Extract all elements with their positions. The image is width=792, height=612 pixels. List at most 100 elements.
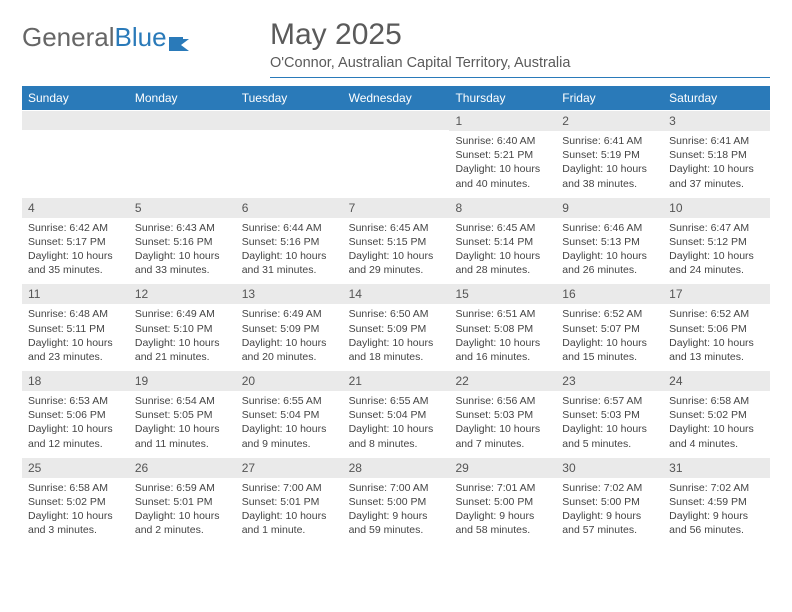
day-details: Sunrise: 6:52 AMSunset: 5:07 PMDaylight:… bbox=[556, 304, 663, 370]
sunrise-text: Sunrise: 6:41 AM bbox=[562, 134, 657, 148]
day-cell: 14Sunrise: 6:50 AMSunset: 5:09 PMDayligh… bbox=[343, 283, 450, 370]
sunset-text: Sunset: 5:06 PM bbox=[28, 408, 123, 422]
day-details: Sunrise: 6:51 AMSunset: 5:08 PMDaylight:… bbox=[449, 304, 556, 370]
sunrise-text: Sunrise: 6:45 AM bbox=[455, 221, 550, 235]
day-cell bbox=[129, 110, 236, 197]
sunset-text: Sunset: 5:00 PM bbox=[562, 495, 657, 509]
day-details: Sunrise: 6:46 AMSunset: 5:13 PMDaylight:… bbox=[556, 218, 663, 284]
day-header: Saturday bbox=[663, 86, 770, 110]
day-number: 20 bbox=[236, 370, 343, 391]
day-details: Sunrise: 6:48 AMSunset: 5:11 PMDaylight:… bbox=[22, 304, 129, 370]
day-number: 22 bbox=[449, 370, 556, 391]
daylight-text: Daylight: 10 hours and 12 minutes. bbox=[28, 422, 123, 450]
daylight-text: Daylight: 10 hours and 29 minutes. bbox=[349, 249, 444, 277]
daylight-text: Daylight: 10 hours and 23 minutes. bbox=[28, 336, 123, 364]
sunrise-text: Sunrise: 6:45 AM bbox=[349, 221, 444, 235]
day-cell: 8 Sunrise: 6:45 AMSunset: 5:14 PMDaylight… bbox=[449, 197, 556, 284]
sunrise-text: Sunrise: 6:49 AM bbox=[242, 307, 337, 321]
day-cell: 29Sunrise: 7:01 AMSunset: 5:00 PMDayligh… bbox=[449, 457, 556, 544]
sunset-text: Sunset: 5:18 PM bbox=[669, 148, 764, 162]
day-number: 8 bbox=[449, 197, 556, 218]
day-number: 13 bbox=[236, 283, 343, 304]
sunset-text: Sunset: 5:01 PM bbox=[135, 495, 230, 509]
sunset-text: Sunset: 5:03 PM bbox=[455, 408, 550, 422]
day-cell: 30Sunrise: 7:02 AMSunset: 5:00 PMDayligh… bbox=[556, 457, 663, 544]
sunset-text: Sunset: 5:09 PM bbox=[349, 322, 444, 336]
day-cell: 18Sunrise: 6:53 AMSunset: 5:06 PMDayligh… bbox=[22, 370, 129, 457]
sunset-text: Sunset: 5:14 PM bbox=[455, 235, 550, 249]
daylight-text: Daylight: 10 hours and 33 minutes. bbox=[135, 249, 230, 277]
logo-text-gray: General bbox=[22, 22, 115, 53]
day-cell: 22Sunrise: 6:56 AMSunset: 5:03 PMDayligh… bbox=[449, 370, 556, 457]
day-header: Sunday bbox=[22, 86, 129, 110]
sunset-text: Sunset: 5:08 PM bbox=[455, 322, 550, 336]
daylight-text: Daylight: 9 hours and 57 minutes. bbox=[562, 509, 657, 537]
day-details: Sunrise: 6:47 AMSunset: 5:12 PMDaylight:… bbox=[663, 218, 770, 284]
week-row: 18Sunrise: 6:53 AMSunset: 5:06 PMDayligh… bbox=[22, 370, 770, 457]
sunrise-text: Sunrise: 6:41 AM bbox=[669, 134, 764, 148]
day-header: Tuesday bbox=[236, 86, 343, 110]
daylight-text: Daylight: 10 hours and 40 minutes. bbox=[455, 162, 550, 190]
daylight-text: Daylight: 10 hours and 15 minutes. bbox=[562, 336, 657, 364]
day-number bbox=[129, 110, 236, 130]
day-number: 19 bbox=[129, 370, 236, 391]
sunset-text: Sunset: 5:01 PM bbox=[242, 495, 337, 509]
sunrise-text: Sunrise: 6:46 AM bbox=[562, 221, 657, 235]
sunrise-text: Sunrise: 6:56 AM bbox=[455, 394, 550, 408]
day-cell: 3Sunrise: 6:41 AMSunset: 5:18 PMDaylight… bbox=[663, 110, 770, 197]
week-row: 25Sunrise: 6:58 AMSunset: 5:02 PMDayligh… bbox=[22, 457, 770, 544]
daylight-text: Daylight: 10 hours and 4 minutes. bbox=[669, 422, 764, 450]
day-number: 15 bbox=[449, 283, 556, 304]
daylight-text: Daylight: 10 hours and 8 minutes. bbox=[349, 422, 444, 450]
title-block: May 2025 O'Connor, Australian Capital Te… bbox=[270, 18, 770, 78]
day-cell: 16Sunrise: 6:52 AMSunset: 5:07 PMDayligh… bbox=[556, 283, 663, 370]
day-cell: 21Sunrise: 6:55 AMSunset: 5:04 PMDayligh… bbox=[343, 370, 450, 457]
daylight-text: Daylight: 10 hours and 31 minutes. bbox=[242, 249, 337, 277]
day-cell: 12Sunrise: 6:49 AMSunset: 5:10 PMDayligh… bbox=[129, 283, 236, 370]
month-title: May 2025 bbox=[270, 18, 770, 52]
daylight-text: Daylight: 10 hours and 1 minute. bbox=[242, 509, 337, 537]
day-number: 31 bbox=[663, 457, 770, 478]
sunset-text: Sunset: 5:16 PM bbox=[242, 235, 337, 249]
day-cell: 5Sunrise: 6:43 AMSunset: 5:16 PMDaylight… bbox=[129, 197, 236, 284]
day-cell: 19Sunrise: 6:54 AMSunset: 5:05 PMDayligh… bbox=[129, 370, 236, 457]
day-details: Sunrise: 6:56 AMSunset: 5:03 PMDaylight:… bbox=[449, 391, 556, 457]
day-cell: 26Sunrise: 6:59 AMSunset: 5:01 PMDayligh… bbox=[129, 457, 236, 544]
day-number: 29 bbox=[449, 457, 556, 478]
sunrise-text: Sunrise: 7:01 AM bbox=[455, 481, 550, 495]
daylight-text: Daylight: 10 hours and 28 minutes. bbox=[455, 249, 550, 277]
day-number: 18 bbox=[22, 370, 129, 391]
sunrise-text: Sunrise: 6:43 AM bbox=[135, 221, 230, 235]
day-number bbox=[343, 110, 450, 130]
sunrise-text: Sunrise: 7:02 AM bbox=[669, 481, 764, 495]
day-number: 5 bbox=[129, 197, 236, 218]
sunset-text: Sunset: 5:19 PM bbox=[562, 148, 657, 162]
day-cell: 10Sunrise: 6:47 AMSunset: 5:12 PMDayligh… bbox=[663, 197, 770, 284]
day-cell: 28Sunrise: 7:00 AMSunset: 5:00 PMDayligh… bbox=[343, 457, 450, 544]
day-details: Sunrise: 6:45 AMSunset: 5:15 PMDaylight:… bbox=[343, 218, 450, 284]
day-cell: 2Sunrise: 6:41 AMSunset: 5:19 PMDaylight… bbox=[556, 110, 663, 197]
daylight-text: Daylight: 10 hours and 5 minutes. bbox=[562, 422, 657, 450]
day-header: Wednesday bbox=[343, 86, 450, 110]
week-row: 4Sunrise: 6:42 AMSunset: 5:17 PMDaylight… bbox=[22, 197, 770, 284]
sunrise-text: Sunrise: 6:47 AM bbox=[669, 221, 764, 235]
week-row: 11Sunrise: 6:48 AMSunset: 5:11 PMDayligh… bbox=[22, 283, 770, 370]
day-number: 24 bbox=[663, 370, 770, 391]
daylight-text: Daylight: 10 hours and 35 minutes. bbox=[28, 249, 123, 277]
sunset-text: Sunset: 5:02 PM bbox=[28, 495, 123, 509]
daylight-text: Daylight: 9 hours and 58 minutes. bbox=[455, 509, 550, 537]
sunset-text: Sunset: 5:06 PM bbox=[669, 322, 764, 336]
day-details: Sunrise: 6:52 AMSunset: 5:06 PMDaylight:… bbox=[663, 304, 770, 370]
day-header-row: Sunday Monday Tuesday Wednesday Thursday… bbox=[22, 86, 770, 110]
day-details: Sunrise: 7:00 AMSunset: 5:01 PMDaylight:… bbox=[236, 478, 343, 544]
day-number: 28 bbox=[343, 457, 450, 478]
day-details: Sunrise: 7:00 AMSunset: 5:00 PMDaylight:… bbox=[343, 478, 450, 544]
day-details: Sunrise: 6:55 AMSunset: 5:04 PMDaylight:… bbox=[236, 391, 343, 457]
day-cell: 11Sunrise: 6:48 AMSunset: 5:11 PMDayligh… bbox=[22, 283, 129, 370]
sunset-text: Sunset: 5:15 PM bbox=[349, 235, 444, 249]
day-number: 14 bbox=[343, 283, 450, 304]
daylight-text: Daylight: 10 hours and 16 minutes. bbox=[455, 336, 550, 364]
daylight-text: Daylight: 10 hours and 18 minutes. bbox=[349, 336, 444, 364]
sunset-text: Sunset: 5:04 PM bbox=[349, 408, 444, 422]
daylight-text: Daylight: 10 hours and 21 minutes. bbox=[135, 336, 230, 364]
